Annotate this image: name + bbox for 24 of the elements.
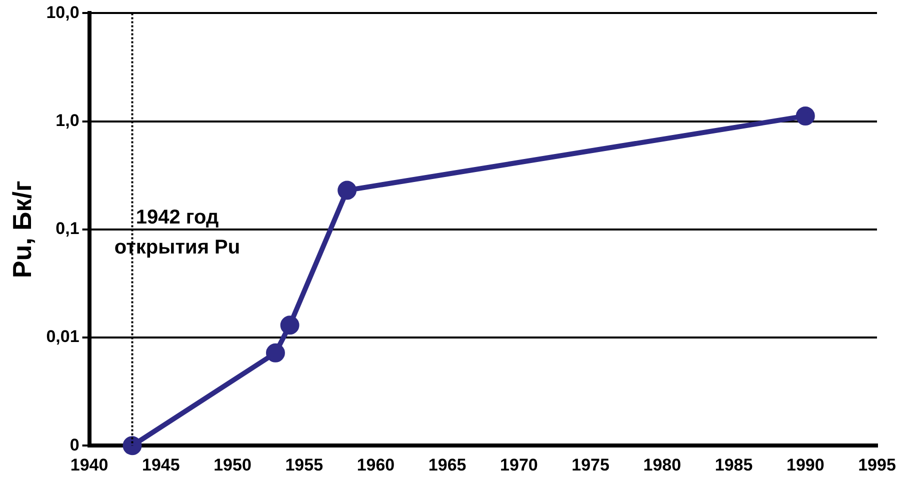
x-tick-label: 1970 <box>500 455 538 474</box>
x-tick-label: 1980 <box>643 455 682 474</box>
x-tick-label: 1950 <box>214 455 252 474</box>
y-axis-title: Pu, Бк/г <box>6 180 37 278</box>
x-tick-label: 1945 <box>142 455 180 474</box>
y-tick-label: 10,0 <box>46 2 80 22</box>
x-tick-label: 1940 <box>70 455 108 474</box>
point <box>338 180 357 200</box>
ref-line-label: 1942 год открытия Pu <box>114 206 240 258</box>
point <box>266 343 285 362</box>
y-tick-label: 0,01 <box>46 327 80 346</box>
x-tick-label: 1995 <box>858 455 896 474</box>
y-tick-label: 1,0 <box>56 110 80 130</box>
x-tick-label: 1965 <box>428 455 466 474</box>
x-tick-label: 1960 <box>356 455 395 474</box>
y-tick-label: 0,1 <box>56 219 80 238</box>
x-tick-label: 1975 <box>572 455 610 474</box>
x-tick-label: 1990 <box>786 455 824 474</box>
point <box>122 436 142 456</box>
point <box>796 106 815 126</box>
x-tick-label: 1985 <box>714 455 753 474</box>
point <box>280 316 300 335</box>
x-tick-label: 1955 <box>285 455 324 474</box>
y-tick-label: 0 <box>70 435 80 454</box>
